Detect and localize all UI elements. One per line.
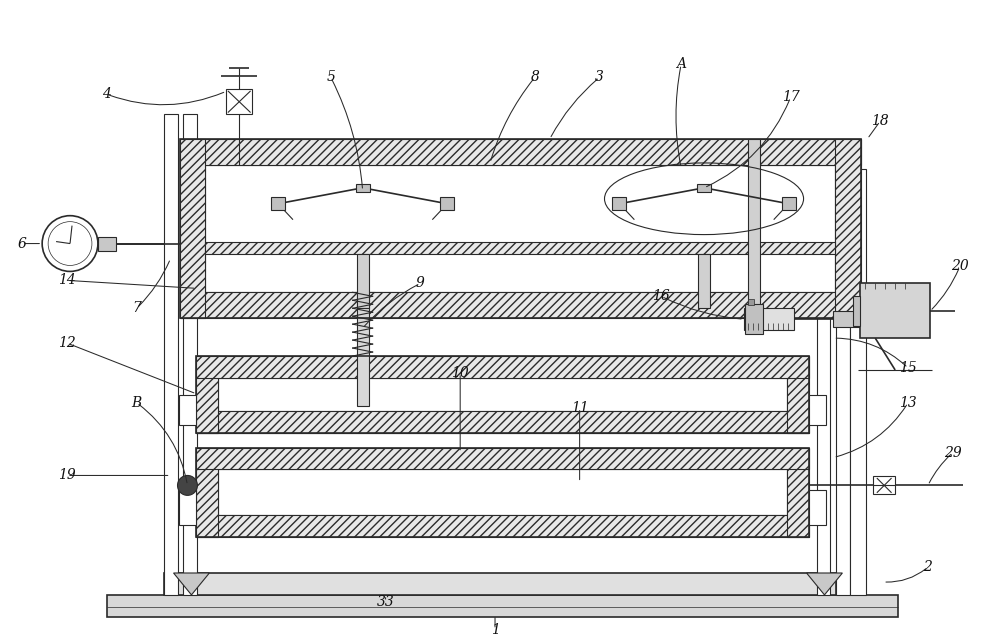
Bar xyxy=(196,356,809,433)
Bar xyxy=(744,308,794,330)
Text: 1: 1 xyxy=(491,623,499,636)
Bar xyxy=(180,139,861,165)
Bar xyxy=(164,114,178,595)
Bar xyxy=(356,184,370,192)
Circle shape xyxy=(42,216,98,272)
Bar xyxy=(180,292,861,318)
Text: 11: 11 xyxy=(571,401,588,415)
Text: 7: 7 xyxy=(132,301,141,315)
Bar xyxy=(748,299,754,305)
Text: 20: 20 xyxy=(951,259,969,273)
Text: 19: 19 xyxy=(58,468,76,482)
Text: 2: 2 xyxy=(924,560,932,574)
Bar xyxy=(196,433,809,447)
Bar xyxy=(183,114,197,595)
Bar xyxy=(440,197,454,210)
Bar xyxy=(218,378,787,411)
Bar xyxy=(817,224,830,595)
Text: 3: 3 xyxy=(595,70,604,84)
Text: 5: 5 xyxy=(326,70,335,84)
Bar xyxy=(205,165,835,292)
Bar xyxy=(179,490,196,525)
Bar xyxy=(787,447,809,537)
Bar xyxy=(180,139,861,318)
Bar xyxy=(271,197,285,210)
Bar xyxy=(218,470,787,515)
Text: 29: 29 xyxy=(944,445,962,459)
Text: 6: 6 xyxy=(18,236,27,250)
Bar xyxy=(809,395,826,425)
Bar xyxy=(196,356,809,378)
Text: 9: 9 xyxy=(416,276,425,290)
Text: 17: 17 xyxy=(782,90,800,104)
Text: 12: 12 xyxy=(58,336,76,350)
Text: 13: 13 xyxy=(899,396,917,410)
Bar xyxy=(196,447,809,470)
Bar xyxy=(180,139,205,318)
Bar xyxy=(782,197,796,210)
Text: 10: 10 xyxy=(451,366,469,380)
Polygon shape xyxy=(807,573,842,595)
Bar xyxy=(164,573,836,595)
Bar xyxy=(179,395,196,425)
Bar xyxy=(196,515,809,537)
Bar xyxy=(745,304,763,334)
Bar xyxy=(357,292,369,406)
Bar xyxy=(873,477,895,495)
Bar xyxy=(612,197,626,210)
Bar xyxy=(196,356,218,433)
Bar xyxy=(107,595,898,617)
Bar xyxy=(809,490,826,525)
Bar xyxy=(226,89,252,114)
Bar xyxy=(698,254,710,308)
Bar xyxy=(205,242,835,254)
Bar xyxy=(196,447,809,537)
Circle shape xyxy=(48,222,92,265)
Text: 16: 16 xyxy=(652,289,670,304)
Bar xyxy=(850,169,866,595)
Text: 33: 33 xyxy=(377,595,394,609)
Text: 18: 18 xyxy=(871,114,889,128)
Bar xyxy=(787,356,809,433)
Bar xyxy=(853,296,860,326)
Text: 14: 14 xyxy=(58,273,76,288)
Text: 15: 15 xyxy=(899,361,917,375)
Bar xyxy=(836,224,850,595)
Bar xyxy=(357,254,369,308)
Bar xyxy=(835,139,861,318)
Bar xyxy=(697,184,711,192)
Text: B: B xyxy=(132,396,142,410)
Text: 4: 4 xyxy=(102,88,111,101)
Bar xyxy=(196,411,809,433)
Circle shape xyxy=(178,475,197,495)
Text: A: A xyxy=(676,58,686,72)
Text: 8: 8 xyxy=(530,70,539,84)
Bar xyxy=(833,311,861,327)
Bar xyxy=(98,236,116,250)
Bar xyxy=(860,283,930,338)
Bar xyxy=(196,447,218,537)
Bar xyxy=(748,139,760,318)
Polygon shape xyxy=(174,573,209,595)
